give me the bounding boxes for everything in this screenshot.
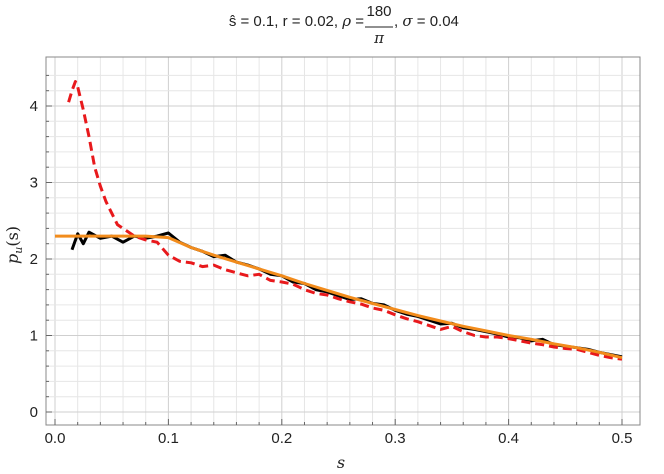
x-tick-label: 0.3	[385, 430, 406, 447]
x-tick-label: 0.4	[498, 430, 519, 447]
series-orange-line	[55, 234, 623, 360]
svg-text:ŝ = 0.1, r = 0.02, ρ =: ŝ = 0.1, r = 0.02, ρ =	[229, 12, 364, 30]
y-tick-label: 4	[30, 98, 38, 115]
title-sigma: σ	[402, 12, 413, 30]
title-fraction-denominator: π	[373, 29, 385, 47]
series-layer	[55, 80, 623, 361]
x-tick-label: 0.0	[45, 430, 66, 447]
x-tick-label: 0.5	[612, 430, 633, 447]
y-axis-label-p: p	[3, 254, 22, 264]
chart-title: ŝ = 0.1, r = 0.02, ρ = 180 π , σ = 0.04	[229, 3, 459, 47]
title-rho: ρ	[341, 12, 351, 30]
y-tick-labels: 0 1 2 3 4	[30, 98, 38, 421]
y-tick-label: 3	[30, 175, 38, 192]
svg-text:, σ = 0.04: , σ = 0.04	[394, 12, 459, 30]
title-fraction-numerator: 180	[366, 3, 391, 20]
y-axis-label-arg: (s)	[3, 226, 22, 247]
title-part3: = 0.04	[413, 13, 459, 30]
x-tick-labels: 0.0 0.1 0.2 0.3 0.4 0.5	[45, 430, 633, 447]
grid-lines	[46, 57, 640, 425]
y-axis-label-sub: u	[12, 247, 25, 254]
x-axis-label: s	[337, 453, 345, 472]
title-part1: ŝ = 0.1, r = 0.02,	[229, 13, 342, 30]
series-red-dashed-line	[67, 80, 623, 361]
x-tick-label: 0.1	[158, 430, 179, 447]
y-axis-label: pu(s)	[3, 226, 25, 264]
axis-ticks	[46, 74, 623, 425]
y-tick-label: 2	[30, 251, 38, 268]
y-tick-label: 1	[30, 328, 38, 345]
series-black-line	[70, 230, 623, 359]
plot-frame	[45, 56, 641, 426]
y-tick-label: 0	[30, 404, 38, 421]
title-part2: ,	[394, 13, 402, 30]
x-tick-label: 0.2	[271, 430, 292, 447]
title-eq: =	[351, 13, 364, 30]
